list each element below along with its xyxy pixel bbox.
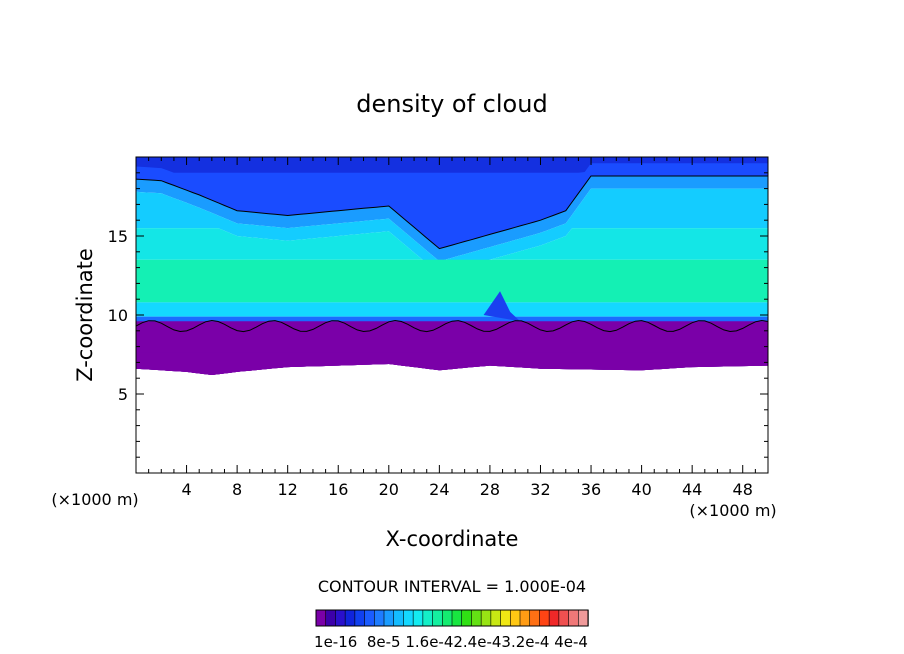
x-tick-label: 4: [181, 480, 191, 499]
colorbar-swatch: [471, 609, 482, 627]
colorbar-swatch: [335, 609, 346, 627]
upper-light-blue-band: [136, 176, 768, 262]
colorbar-swatch: [325, 609, 337, 627]
colorbar-swatch: [548, 609, 560, 627]
cloud-lower-contour: [136, 319, 768, 333]
x-axis: 4 8 12 16 20 24 28 32 36 40 44 48: [135, 157, 769, 499]
colorbar-swatch: [509, 609, 521, 627]
colorbar-swatch: [403, 609, 414, 627]
upper-blue-band: [136, 157, 768, 249]
x-tick-label: 40: [631, 480, 651, 499]
y-axis: 5 10 15: [108, 156, 768, 474]
cloud-top-contour: [136, 175, 768, 250]
chart-title: density of cloud: [356, 90, 547, 118]
y-tick-label: 5: [118, 385, 128, 404]
top-dark-blue-band: [136, 157, 768, 173]
colorbar-swatch: [577, 609, 589, 627]
x-tick-label: 20: [379, 480, 399, 499]
colorbar-labels: 1e-16 8e-5 1.6e-42.4e-43.2e-4 4e-4: [314, 633, 588, 651]
colorbar-swatch: [529, 609, 541, 627]
colorbar-swatch: [441, 609, 453, 627]
green-core-band: [136, 259, 768, 303]
y-tick-label: 10: [108, 306, 128, 325]
colorbar-swatch: [500, 609, 511, 627]
colorbar-swatch: [490, 609, 502, 627]
cyan-band: [136, 188, 768, 274]
x-tick-label: 32: [530, 480, 550, 499]
x-tick-label: 16: [328, 480, 348, 499]
y-axis-label: Z-coordinate: [73, 248, 97, 382]
colorbar-swatch: [461, 609, 473, 627]
colorbar-swatch: [568, 609, 579, 627]
colorbar-frame: [315, 609, 589, 627]
shear-bump: [483, 291, 521, 322]
colorbar-swatch: [412, 609, 424, 627]
y-tick-label: 15: [108, 227, 128, 246]
x-unit-right: (×1000 m): [689, 501, 776, 520]
x-tick-label: 28: [480, 480, 500, 499]
purple-band-3: [136, 354, 768, 375]
x-tick-label: 8: [232, 480, 242, 499]
plot-area: [135, 156, 769, 474]
colorbar-swatch: [364, 609, 375, 627]
x-tick-label: 12: [278, 480, 298, 499]
colorbar-swatch: [383, 609, 395, 627]
colorbar-swatch: [480, 609, 492, 627]
x-tick-label: 48: [733, 480, 753, 499]
x-axis-label: X-coordinate: [386, 527, 519, 551]
colorbar-swatch: [519, 609, 531, 627]
colorbar-swatch: [539, 609, 550, 627]
x-unit-left: (×1000 m): [51, 490, 138, 509]
colorbar-swatch: [422, 609, 434, 627]
x-tick-label: 36: [581, 480, 601, 499]
colorbar-swatch: [393, 609, 405, 627]
colorbar-swatch: [315, 609, 327, 627]
colorbar: [315, 609, 589, 627]
colorbar-swatch: [558, 609, 570, 627]
colorbar-swatch: [354, 609, 366, 627]
colorbar-swatch: [373, 609, 385, 627]
x-tick-label: 24: [429, 480, 449, 499]
lower-cyan-band: [136, 302, 768, 317]
colorbar-swatch: [432, 609, 443, 627]
colorbar-swatch: [344, 609, 356, 627]
contour-interval-note: CONTOUR INTERVAL = 1.000E-04: [318, 577, 586, 596]
x-tick-label: 44: [682, 480, 702, 499]
cyan-teal-band: [136, 228, 768, 274]
colorbar-swatch: [451, 609, 463, 627]
